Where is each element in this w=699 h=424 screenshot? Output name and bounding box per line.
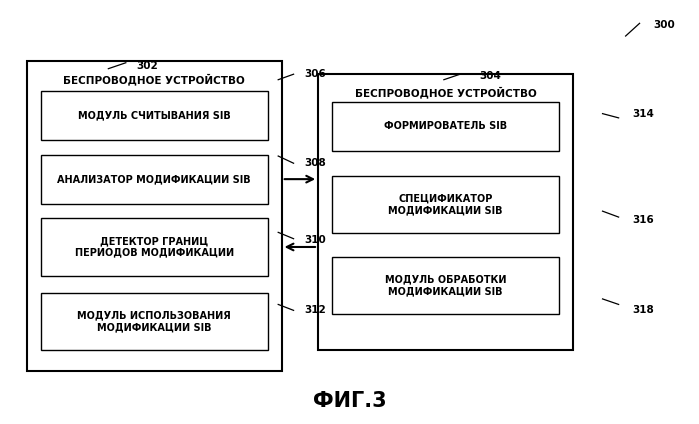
Text: АНАЛИЗАТОР МОДИФИКАЦИИ SIB: АНАЛИЗАТОР МОДИФИКАЦИИ SIB bbox=[57, 174, 251, 184]
Text: 310: 310 bbox=[304, 234, 326, 245]
Text: 308: 308 bbox=[304, 158, 326, 168]
Text: МОДУЛЬ ОБРАБОТКИ
МОДИФИКАЦИИ SIB: МОДУЛЬ ОБРАБОТКИ МОДИФИКАЦИИ SIB bbox=[385, 274, 506, 296]
Text: 306: 306 bbox=[304, 69, 326, 79]
Text: 314: 314 bbox=[633, 109, 654, 120]
Bar bbox=[41, 91, 268, 140]
Bar bbox=[332, 102, 559, 151]
Text: 302: 302 bbox=[136, 61, 158, 71]
Text: ФИГ.3: ФИГ.3 bbox=[312, 391, 387, 411]
Text: 304: 304 bbox=[479, 71, 500, 81]
Text: МОДУЛЬ СЧИТЫВАНИЯ SIB: МОДУЛЬ СЧИТЫВАНИЯ SIB bbox=[78, 111, 231, 120]
Text: БЕСПРОВОДНОЕ УСТРОЙСТВО: БЕСПРОВОДНОЕ УСТРОЙСТВО bbox=[63, 73, 245, 85]
Text: БЕСПРОВОДНОЕ УСТРОЙСТВО: БЕСПРОВОДНОЕ УСТРОЙСТВО bbox=[354, 86, 537, 98]
Text: 300: 300 bbox=[654, 20, 675, 31]
Bar bbox=[41, 155, 268, 204]
Text: ФОРМИРОВАТЕЛЬ SIB: ФОРМИРОВАТЕЛЬ SIB bbox=[384, 121, 507, 131]
Text: ДЕТЕКТОР ГРАНИЦ
ПЕРИОДОВ МОДИФИКАЦИИ: ДЕТЕКТОР ГРАНИЦ ПЕРИОДОВ МОДИФИКАЦИИ bbox=[75, 236, 233, 258]
Text: 312: 312 bbox=[304, 304, 326, 315]
Text: МОДУЛЬ ИСПОЛЬЗОВАНИЯ
МОДИФИКАЦИИ SIB: МОДУЛЬ ИСПОЛЬЗОВАНИЯ МОДИФИКАЦИИ SIB bbox=[78, 310, 231, 332]
Bar bbox=[41, 293, 268, 350]
Text: 318: 318 bbox=[633, 304, 654, 315]
Bar bbox=[41, 218, 268, 276]
Bar bbox=[332, 257, 559, 314]
Text: 316: 316 bbox=[633, 215, 654, 226]
Bar bbox=[318, 74, 573, 350]
Text: СПЕЦИФИКАТОР
МОДИФИКАЦИИ SIB: СПЕЦИФИКАТОР МОДИФИКАЦИИ SIB bbox=[389, 194, 503, 215]
Bar bbox=[332, 176, 559, 233]
Bar bbox=[27, 61, 282, 371]
